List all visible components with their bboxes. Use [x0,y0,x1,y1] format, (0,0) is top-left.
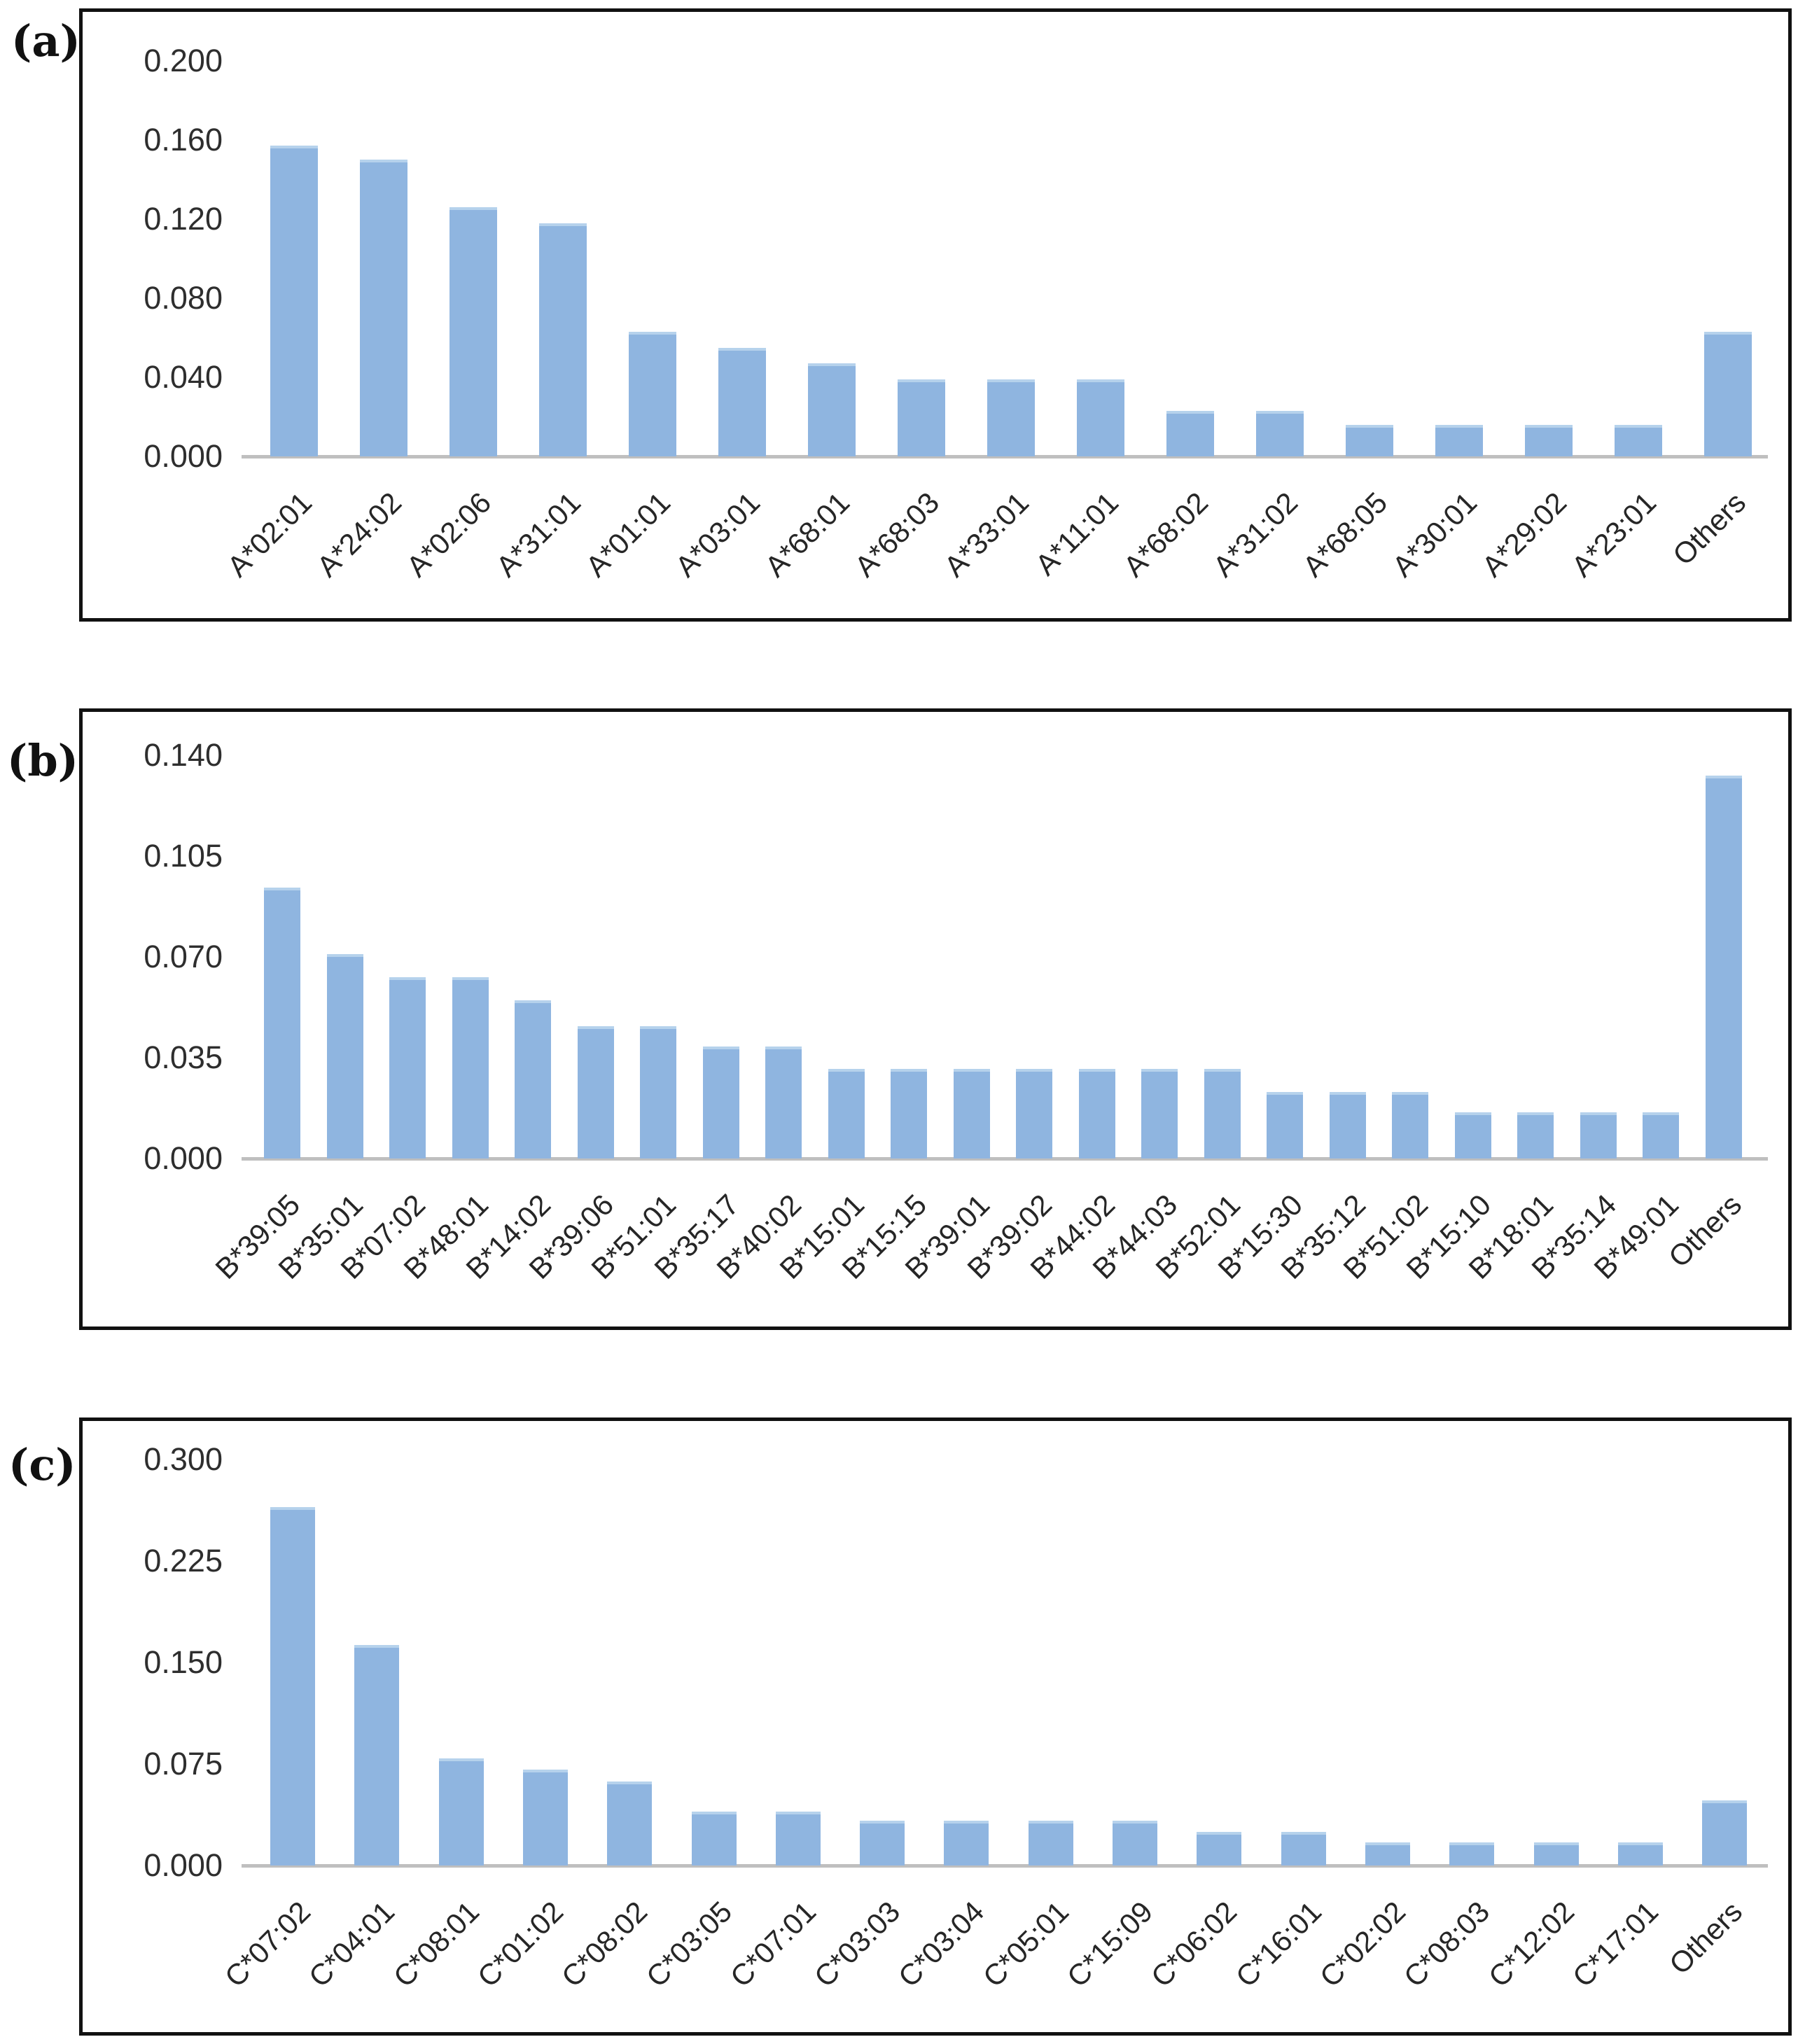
bar-C*05:01 [1029,1821,1073,1865]
bar-C*04:01 [354,1645,399,1865]
y-tick-label: 0.080 [144,280,223,316]
bar-C*03:03 [860,1821,905,1865]
bar-B*39:06 [578,1026,614,1158]
bar-B*40:02 [765,1046,802,1158]
bar-C*03:05 [692,1812,737,1865]
bar-B*48:01 [452,977,489,1158]
y-tick-label: 0.200 [144,43,223,78]
bar-C*08:03 [1449,1842,1494,1865]
y-tick-label: 0.070 [144,939,223,974]
bar-B*49:01 [1643,1112,1679,1158]
bar-A*68:03 [898,379,945,456]
bar-C*03:04 [944,1821,989,1865]
bar-B*39:02 [1016,1069,1052,1158]
y-tick-label: 0.035 [144,1040,223,1075]
bar-A*02:06 [450,207,497,456]
y-tick-label: 0.075 [144,1746,223,1782]
bar-C*06:02 [1197,1832,1241,1865]
bar-A*31:01 [539,223,587,456]
y-tick-label: 0.300 [144,1441,223,1477]
bar-Others [1702,1800,1747,1865]
bar-B*35:17 [703,1046,739,1158]
bar-C*12:02 [1534,1842,1579,1865]
bar-C*02:02 [1365,1842,1410,1865]
bar-C*08:01 [439,1758,484,1865]
bar-Others [1706,776,1742,1158]
x-axis-baseline [242,1157,1768,1161]
bar-B*18:01 [1517,1112,1554,1158]
bar-B*15:10 [1455,1112,1491,1158]
bar-B*15:15 [891,1069,927,1158]
bar-C*07:02 [270,1507,315,1865]
y-tick-label: 0.105 [144,838,223,874]
chart-frame-b [79,708,1792,1330]
bar-B*44:02 [1079,1069,1115,1158]
bar-C*16:01 [1281,1832,1326,1865]
bar-C*15:09 [1113,1821,1157,1865]
y-tick-label: 0.040 [144,359,223,395]
bar-B*39:05 [264,888,300,1158]
bar-B*14:02 [515,1000,551,1158]
y-tick-label: 0.150 [144,1644,223,1680]
bar-A*11:01 [1077,379,1124,456]
bar-C*17:01 [1618,1842,1663,1865]
x-axis-baseline [242,455,1768,458]
bar-A*31:02 [1256,411,1304,456]
bar-B*51:01 [640,1026,676,1158]
bar-B*15:01 [828,1069,865,1158]
panel-letter-b: (b) [7,735,79,786]
bar-B*52:01 [1204,1069,1241,1158]
bar-B*07:02 [389,977,426,1158]
bar-A*02:01 [270,146,318,456]
bar-A*01:01 [629,332,676,456]
bar-A*29:02 [1525,425,1573,456]
y-tick-label: 0.160 [144,122,223,158]
y-tick-label: 0.000 [144,438,223,474]
bar-A*03:01 [718,348,766,456]
bar-C*07:01 [776,1812,821,1865]
bar-B*35:12 [1330,1092,1366,1158]
y-tick-label: 0.000 [144,1847,223,1883]
y-tick-label: 0.225 [144,1543,223,1578]
bar-A*23:01 [1615,425,1662,456]
bar-B*35:01 [327,954,363,1158]
y-tick-label: 0.000 [144,1140,223,1176]
bar-Others [1704,332,1752,456]
bar-A*68:02 [1166,411,1214,456]
x-axis-baseline [242,1864,1768,1868]
panel-letter-a: (a) [11,15,81,66]
bar-B*51:02 [1392,1092,1428,1158]
y-tick-label: 0.120 [144,201,223,237]
bar-C*01:02 [523,1770,568,1865]
bar-B*15:30 [1267,1092,1303,1158]
bar-B*44:03 [1141,1069,1178,1158]
bar-B*39:01 [954,1069,990,1158]
bar-A*68:05 [1346,425,1393,456]
bar-A*68:01 [808,363,856,456]
panel-letter-c: (c) [8,1439,76,1490]
bar-C*08:02 [607,1782,652,1865]
bar-A*33:01 [987,379,1035,456]
bar-A*30:01 [1435,425,1483,456]
y-tick-label: 0.140 [144,737,223,773]
bar-A*24:02 [360,160,407,456]
bar-B*35:14 [1580,1112,1617,1158]
